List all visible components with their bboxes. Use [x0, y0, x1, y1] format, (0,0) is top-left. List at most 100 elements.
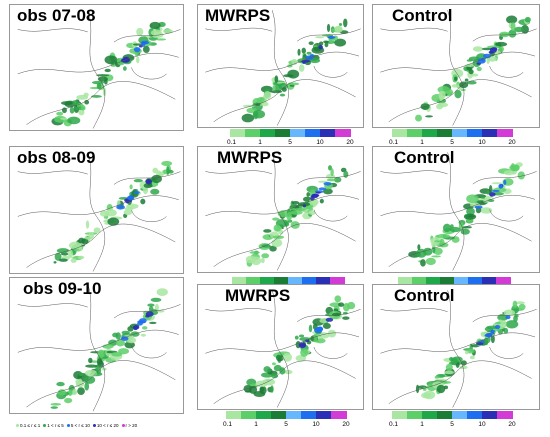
colorbar-tick: 20	[508, 421, 516, 428]
colorbar-swatch	[497, 129, 513, 137]
precip-map	[197, 284, 364, 410]
colorbar-swatch	[482, 277, 497, 285]
legend-dot-icon	[16, 423, 19, 427]
legend-dot-icon	[66, 423, 70, 427]
precip-map	[9, 4, 184, 131]
precip-map	[372, 4, 540, 128]
colorbar-swatch	[467, 411, 483, 419]
precip-map	[372, 284, 540, 410]
colorbar-swatch	[316, 277, 331, 285]
colorbar-tick: 0.1	[222, 421, 233, 428]
colorbar-swatch	[320, 129, 336, 137]
legend-label: 0.1 ≤ r ≤ 1	[20, 422, 41, 428]
panel-title: Control	[394, 286, 455, 305]
colorbar-swatch	[412, 277, 427, 285]
colorbar-tick: 1	[420, 421, 424, 428]
colorbar-tick: 0.1	[388, 139, 399, 146]
colorbar-tick: 20	[342, 421, 350, 428]
legend-item: 1 < r ≤ 5	[43, 423, 64, 428]
panel-mwrps-2: MWRPS	[197, 146, 364, 273]
legend-dot-icon	[92, 423, 96, 427]
colorbar-swatch	[407, 129, 423, 137]
colorbar-tick: 1	[258, 139, 262, 146]
panel-title: obs 07-08	[17, 6, 96, 25]
obs-legend: 0.1 ≤ r ≤ 1 1 < r ≤ 5 5 < r ≤ 10 10 < r ≤ 2…	[16, 419, 186, 431]
colorbar-1: 0.1 1 5 10 20	[226, 129, 354, 151]
colorbar-swatch	[437, 411, 453, 419]
colorbar-swatch	[260, 129, 276, 137]
colorbar-swatch	[260, 277, 275, 285]
colorbar-tick: 20	[508, 139, 516, 146]
colorbar-swatch	[230, 129, 246, 137]
colorbar-tick: 0.1	[388, 421, 399, 428]
panel-title: Control	[392, 6, 453, 25]
panel-control-2: Control	[372, 146, 540, 273]
colorbar-swatch	[246, 277, 261, 285]
colorbar-swatch	[288, 277, 303, 285]
colorbar-swatch	[232, 277, 247, 285]
colorbar-tick: 10	[478, 421, 486, 428]
panel-title: MWRPS	[225, 286, 291, 305]
legend-label: 1 < r ≤ 5	[47, 422, 64, 428]
colorbar-swatch	[290, 129, 306, 137]
legend-item: 5 < r ≤ 10	[66, 422, 90, 428]
colorbar-tick: 10	[316, 139, 324, 146]
colorbar-swatch	[275, 129, 291, 137]
colorbar-swatch	[398, 277, 413, 285]
precip-map	[372, 146, 540, 273]
colorbar-swatch	[407, 411, 423, 419]
colorbar-tick: 0.1	[226, 139, 237, 146]
panel-title: obs 08-09	[17, 148, 96, 167]
colorbar-swatch	[305, 129, 321, 137]
colorbar-swatch	[271, 411, 287, 419]
legend-label: 10 < r ≤ 20	[96, 422, 119, 428]
colorbar-tick: 5	[288, 139, 292, 146]
colorbar-swatch	[468, 277, 483, 285]
panel-title: obs 09-10	[23, 279, 102, 298]
colorbar-swatch	[331, 411, 347, 419]
colorbar-swatch	[245, 129, 261, 137]
panel-obs-07-08: obs 07-08	[9, 4, 184, 131]
colorbar-swatch	[422, 129, 438, 137]
legend-item: 10 < r ≤ 20	[92, 422, 119, 428]
panel-mwrps-1: MWRPS	[197, 4, 364, 128]
colorbar-swatch	[452, 129, 468, 137]
panel-obs-08-09: obs 08-09	[9, 146, 184, 274]
colorbar-swatch	[256, 411, 272, 419]
legend-label: 5 < r ≤ 10	[70, 422, 90, 428]
precip-map	[197, 146, 364, 273]
colorbar-swatch	[274, 277, 289, 285]
panel-obs-09-10: obs 09-10	[9, 277, 184, 414]
colorbar-tick: 5	[284, 421, 288, 428]
colorbar-2: 0.1 1 5 10 20	[388, 129, 516, 151]
colorbar-swatch	[482, 129, 498, 137]
legend-item: r > 20	[121, 422, 138, 428]
legend-label: r > 20	[125, 422, 138, 428]
colorbar-swatch	[226, 411, 242, 419]
colorbar-swatch	[330, 277, 345, 285]
colorbar-tick: 1	[420, 139, 424, 146]
colorbar-tick: 5	[450, 139, 454, 146]
colorbar-swatch	[467, 129, 483, 137]
legend-dot-icon	[121, 423, 125, 427]
colorbar-tick: 20	[346, 139, 354, 146]
colorbar-swatch	[241, 411, 257, 419]
legend-dot-icon	[43, 423, 47, 427]
colorbar-swatch	[392, 129, 408, 137]
panel-control-1: Control	[372, 4, 540, 128]
colorbar-6: 0.1 1 5 10 20	[388, 411, 516, 433]
colorbar-swatch	[286, 411, 302, 419]
panel-mwrps-3: MWRPS	[197, 284, 364, 410]
colorbar-swatch	[335, 129, 351, 137]
colorbar-swatch	[454, 277, 469, 285]
precip-map	[9, 277, 184, 414]
colorbar-swatch	[452, 411, 468, 419]
precip-map	[9, 146, 184, 274]
colorbar-swatch	[301, 411, 317, 419]
colorbar-tick: 10	[312, 421, 320, 428]
colorbar-5: 0.1 1 5 10 20	[222, 411, 350, 433]
colorbar-swatch	[497, 411, 513, 419]
colorbar-swatch	[426, 277, 441, 285]
legend-item: 0.1 ≤ r ≤ 1	[16, 423, 40, 428]
colorbar-tick: 1	[254, 421, 258, 428]
